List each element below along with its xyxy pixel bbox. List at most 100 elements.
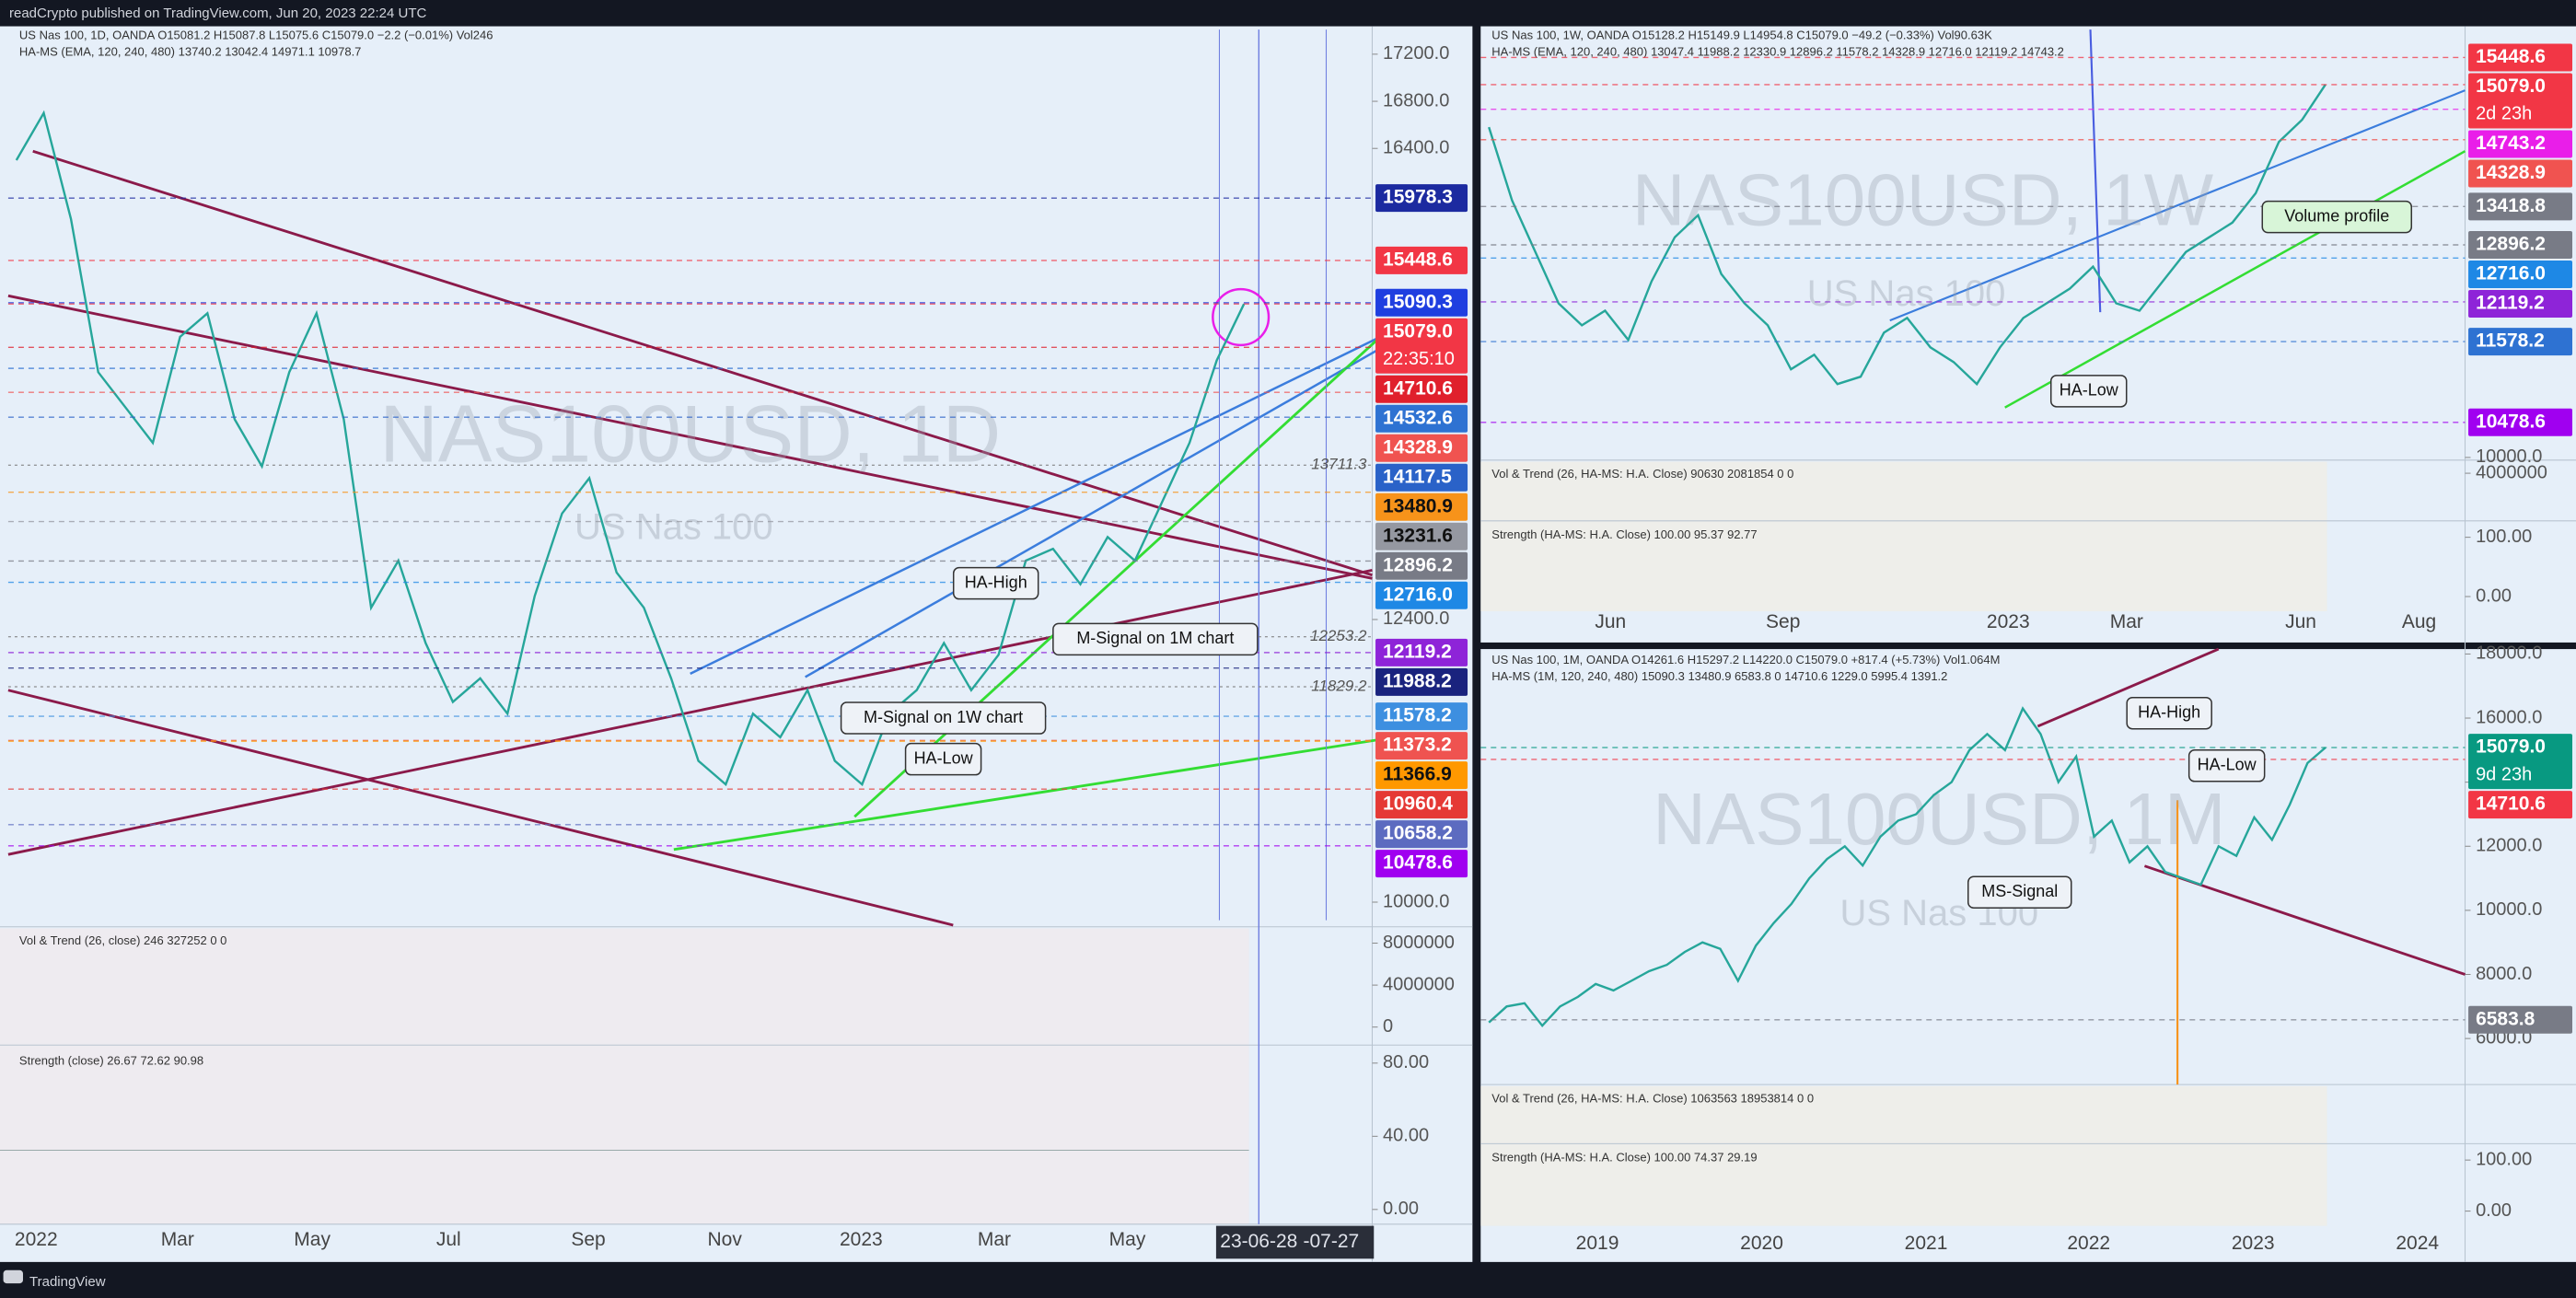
price-label-box (1375, 375, 1468, 403)
price-label-box (2468, 328, 2572, 356)
x-tick-label: Jul (436, 1229, 461, 1250)
y-tick-label: 12000.0 (2476, 836, 2542, 856)
y-tick-label: 40.00 (1383, 1126, 1429, 1146)
price-label: 11373.2 (1383, 735, 1452, 756)
legend-line: US Nas 100, 1M, OANDA O14261.6 H15297.2 … (1491, 653, 2000, 666)
trendline (2004, 150, 2466, 409)
x-tick-label: Mar (161, 1229, 194, 1250)
pane-bg (1480, 461, 2327, 612)
price-label: 14710.6 (2476, 794, 2546, 815)
price-label-box (1375, 850, 1468, 878)
price-label-box (1375, 404, 1468, 433)
pane-legend: Strength (HA-MS: H.A. Close) 100.00 95.3… (1491, 527, 1757, 541)
price-label: 15978.3 (1383, 187, 1453, 208)
y-tick-label: 10000.0 (1383, 891, 1449, 911)
y-tick-label: 0.00 (2476, 1200, 2512, 1221)
x-tick-label: 2024 (2396, 1233, 2439, 1254)
price-label: 12119.2 (2476, 293, 2545, 314)
price-label: 14532.6 (1383, 407, 1453, 428)
price-label: 15079.0 (2476, 736, 2546, 758)
x-tick-label: Nov (708, 1229, 743, 1250)
price-line (15, 110, 1246, 787)
price-label-box (2468, 230, 2572, 259)
price-label-box (2468, 408, 2572, 436)
price-label-box (1375, 522, 1468, 550)
price-label-box (2468, 1005, 2572, 1034)
price-line (1488, 706, 2327, 1028)
price-label-box (2468, 289, 2572, 318)
legend-line: US Nas 100, 1W, OANDA O15128.2 H15149.9 … (1491, 29, 1992, 42)
y-tick-label: 16800.0 (1383, 90, 1449, 110)
annotation-box (2187, 749, 2266, 782)
legend-line: HA-MS (1M, 120, 240, 480) 15090.3 13480.… (1491, 669, 1947, 683)
price-label: 14328.9 (2476, 162, 2546, 183)
trendline (32, 149, 1373, 577)
price-label: 15090.3 (1383, 291, 1453, 312)
price-label-sub: 2d 23h (2476, 104, 2532, 124)
y-tick-label: 12400.0 (1383, 608, 1449, 629)
legend-line: HA-MS (EMA, 120, 240, 480) 13047.4 11988… (1491, 45, 2064, 59)
trendline (690, 335, 1381, 675)
x-tick-label: Sep (571, 1229, 605, 1250)
price-line (1488, 84, 2327, 387)
x-tick-label: May (1109, 1229, 1146, 1250)
trendline (805, 347, 1382, 678)
annotation-box (904, 742, 982, 776)
x-tick-label: 2022 (15, 1229, 58, 1250)
price-label-box (1375, 702, 1468, 731)
pane-legend: Vol & Trend (26, close) 246 327252 0 0 (19, 933, 227, 947)
price-label: 15079.0 (2476, 75, 2546, 97)
level-label: 11829.2 (1311, 677, 1367, 694)
price-label: 13480.9 (1383, 495, 1453, 516)
price-label-box (2468, 734, 2572, 790)
x-tick-label: Jun (1595, 611, 1626, 632)
price-label: 10658.2 (1383, 823, 1453, 844)
price-label: 10960.4 (1383, 794, 1453, 815)
price-label-box (2468, 260, 2572, 288)
price-label: 12896.2 (2476, 234, 2546, 255)
cursor-label: 23-06-28 (1220, 1231, 1297, 1252)
watermark: NAS100USD, 1D (379, 388, 1001, 480)
annotation-box (1052, 622, 1259, 656)
y-tick-label: 8000000 (1383, 933, 1455, 953)
highlight-circle (1212, 287, 1271, 347)
price-label-sub: 9d 23h (2476, 764, 2532, 784)
price-label-sub: 22:35:10 (1383, 349, 1455, 369)
trendline (7, 294, 1373, 580)
annotation: M-Signal on 1W chart (864, 708, 1023, 726)
pane-legend: Strength (close) 26.67 72.62 90.98 (19, 1053, 203, 1067)
price-label-box (2468, 791, 2572, 819)
trendline (7, 568, 1373, 856)
watermark: NAS100USD, 1W (1632, 158, 2214, 240)
footer-brand: TradingView (29, 1274, 106, 1290)
y-tick-label: 100.00 (2476, 1149, 2532, 1169)
cursor-box (1215, 1225, 1375, 1259)
pane-legend: Vol & Trend (26, HA-MS: H.A. Close) 9063… (1491, 467, 1793, 481)
annotation-box (2261, 200, 2413, 234)
price-label: 14328.9 (1383, 436, 1453, 458)
price-label-box (1375, 581, 1468, 609)
annotation-box (952, 566, 1039, 600)
trendline (7, 689, 954, 927)
y-tick-label: 4000000 (1383, 974, 1455, 994)
y-tick-label: 10000.0 (2476, 899, 2542, 920)
level-label: 12253.2 (1310, 627, 1367, 644)
price-label-box (1375, 184, 1468, 213)
y-tick-label: 16400.0 (1383, 137, 1449, 157)
price-label: 11578.2 (1383, 705, 1452, 726)
price-label-box (2468, 43, 2572, 72)
y-tick-label: 16000.0 (2476, 707, 2542, 727)
price-label: 15448.6 (1383, 249, 1453, 270)
price-label-box (1375, 761, 1468, 790)
price-label-box (1375, 820, 1468, 849)
y-tick-label: 0.00 (1383, 1199, 1419, 1219)
price-label: 12716.0 (1383, 584, 1453, 605)
price-label: 11366.9 (1383, 764, 1452, 785)
price-label-box (2468, 192, 2572, 221)
pane-bg (0, 928, 1249, 1224)
trendline (673, 737, 1381, 852)
x-tick-label: Sep (1766, 611, 1800, 632)
logo (3, 1269, 23, 1284)
annotation-box (2049, 375, 2128, 408)
